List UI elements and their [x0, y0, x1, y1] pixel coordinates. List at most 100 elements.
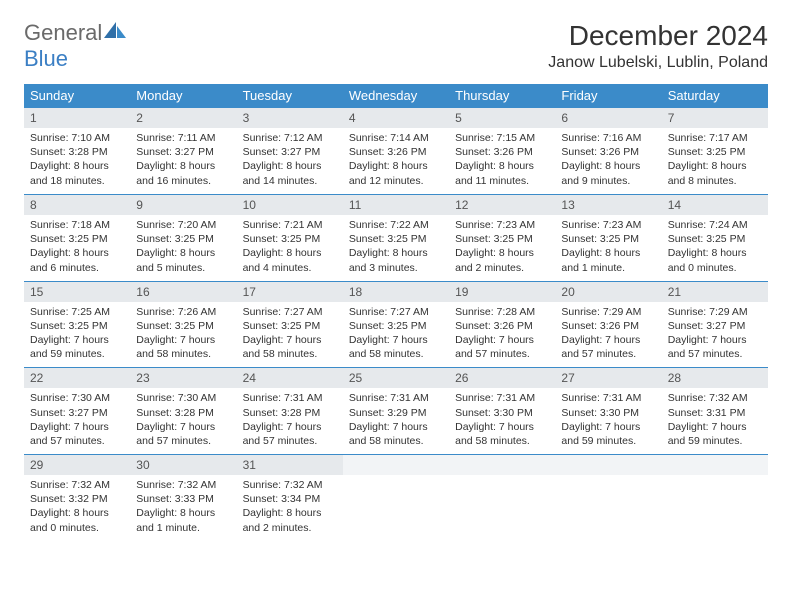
calendar-cell [343, 453, 449, 540]
daylight-text: Daylight: 7 hours [668, 333, 762, 347]
day-number: 6 [555, 107, 661, 128]
sunrise-text: Sunrise: 7:16 AM [561, 131, 655, 145]
sunrise-text: Sunrise: 7:18 AM [30, 218, 124, 232]
calendar-cell: 25Sunrise: 7:31 AMSunset: 3:29 PMDayligh… [343, 366, 449, 453]
day-details: Sunrise: 7:31 AMSunset: 3:30 PMDaylight:… [555, 388, 661, 452]
sunrise-text: Sunrise: 7:22 AM [349, 218, 443, 232]
sunrise-text: Sunrise: 7:14 AM [349, 131, 443, 145]
day-number: 9 [130, 194, 236, 215]
sunrise-text: Sunrise: 7:27 AM [243, 305, 337, 319]
sunrise-text: Sunrise: 7:17 AM [668, 131, 762, 145]
sunrise-text: Sunrise: 7:23 AM [455, 218, 549, 232]
sunrise-text: Sunrise: 7:29 AM [668, 305, 762, 319]
day-details: Sunrise: 7:27 AMSunset: 3:25 PMDaylight:… [237, 302, 343, 366]
location-text: Janow Lubelski, Lublin, Poland [548, 54, 768, 72]
day-details: Sunrise: 7:32 AMSunset: 3:34 PMDaylight:… [237, 475, 343, 539]
day-number: 11 [343, 194, 449, 215]
day-details: Sunrise: 7:11 AMSunset: 3:27 PMDaylight:… [130, 128, 236, 192]
daylight-text: Daylight: 8 hours [30, 159, 124, 173]
day-number: 15 [24, 281, 130, 302]
daylight-text: Daylight: 7 hours [243, 420, 337, 434]
calendar-cell: 18Sunrise: 7:27 AMSunset: 3:25 PMDayligh… [343, 280, 449, 367]
sunset-text: Sunset: 3:26 PM [455, 319, 549, 333]
daylight-text: Daylight: 7 hours [349, 333, 443, 347]
calendar-week-row: 29Sunrise: 7:32 AMSunset: 3:32 PMDayligh… [24, 453, 768, 540]
sunset-text: Sunset: 3:25 PM [455, 232, 549, 246]
calendar-cell: 27Sunrise: 7:31 AMSunset: 3:30 PMDayligh… [555, 366, 661, 453]
sunset-text: Sunset: 3:25 PM [243, 319, 337, 333]
sail-icon [102, 20, 128, 40]
calendar-cell: 11Sunrise: 7:22 AMSunset: 3:25 PMDayligh… [343, 193, 449, 280]
daylight-text: and 0 minutes. [668, 261, 762, 275]
calendar-cell: 5Sunrise: 7:15 AMSunset: 3:26 PMDaylight… [449, 107, 555, 193]
sunset-text: Sunset: 3:28 PM [136, 406, 230, 420]
day-header: Tuesday [237, 84, 343, 107]
sunrise-text: Sunrise: 7:30 AM [136, 391, 230, 405]
sunrise-text: Sunrise: 7:28 AM [455, 305, 549, 319]
day-details: Sunrise: 7:30 AMSunset: 3:28 PMDaylight:… [130, 388, 236, 452]
sunrise-text: Sunrise: 7:26 AM [136, 305, 230, 319]
sunset-text: Sunset: 3:26 PM [561, 319, 655, 333]
calendar-cell: 12Sunrise: 7:23 AMSunset: 3:25 PMDayligh… [449, 193, 555, 280]
sunrise-text: Sunrise: 7:21 AM [243, 218, 337, 232]
calendar-cell: 23Sunrise: 7:30 AMSunset: 3:28 PMDayligh… [130, 366, 236, 453]
sunset-text: Sunset: 3:25 PM [136, 232, 230, 246]
daylight-text: Daylight: 8 hours [243, 159, 337, 173]
day-details: Sunrise: 7:18 AMSunset: 3:25 PMDaylight:… [24, 215, 130, 279]
day-details: Sunrise: 7:30 AMSunset: 3:27 PMDaylight:… [24, 388, 130, 452]
day-number: 10 [237, 194, 343, 215]
daylight-text: and 58 minutes. [136, 347, 230, 361]
daylight-text: Daylight: 8 hours [455, 159, 549, 173]
calendar-cell: 17Sunrise: 7:27 AMSunset: 3:25 PMDayligh… [237, 280, 343, 367]
daylight-text: Daylight: 8 hours [455, 246, 549, 260]
day-header: Sunday [24, 84, 130, 107]
day-details: Sunrise: 7:15 AMSunset: 3:26 PMDaylight:… [449, 128, 555, 192]
daylight-text: Daylight: 8 hours [668, 246, 762, 260]
brand-logo: General Blue [24, 20, 128, 72]
calendar-cell: 16Sunrise: 7:26 AMSunset: 3:25 PMDayligh… [130, 280, 236, 367]
sunset-text: Sunset: 3:26 PM [349, 145, 443, 159]
day-details: Sunrise: 7:23 AMSunset: 3:25 PMDaylight:… [555, 215, 661, 279]
day-number: 23 [130, 367, 236, 388]
day-number: 14 [662, 194, 768, 215]
daylight-text: and 57 minutes. [136, 434, 230, 448]
calendar-cell: 13Sunrise: 7:23 AMSunset: 3:25 PMDayligh… [555, 193, 661, 280]
sunset-text: Sunset: 3:25 PM [668, 145, 762, 159]
day-details: Sunrise: 7:29 AMSunset: 3:26 PMDaylight:… [555, 302, 661, 366]
sunset-text: Sunset: 3:34 PM [243, 492, 337, 506]
day-details: Sunrise: 7:26 AMSunset: 3:25 PMDaylight:… [130, 302, 236, 366]
day-details: Sunrise: 7:17 AMSunset: 3:25 PMDaylight:… [662, 128, 768, 192]
month-title: December 2024 [548, 20, 768, 52]
calendar-week-row: 1Sunrise: 7:10 AMSunset: 3:28 PMDaylight… [24, 107, 768, 193]
daylight-text: and 58 minutes. [349, 347, 443, 361]
empty-day [343, 454, 449, 475]
sunrise-text: Sunrise: 7:15 AM [455, 131, 549, 145]
daylight-text: and 6 minutes. [30, 261, 124, 275]
day-details: Sunrise: 7:32 AMSunset: 3:32 PMDaylight:… [24, 475, 130, 539]
logo-text-blue: Blue [24, 46, 68, 71]
calendar-cell: 14Sunrise: 7:24 AMSunset: 3:25 PMDayligh… [662, 193, 768, 280]
day-header-row: Sunday Monday Tuesday Wednesday Thursday… [24, 84, 768, 107]
daylight-text: Daylight: 8 hours [349, 159, 443, 173]
calendar-cell: 6Sunrise: 7:16 AMSunset: 3:26 PMDaylight… [555, 107, 661, 193]
day-details: Sunrise: 7:10 AMSunset: 3:28 PMDaylight:… [24, 128, 130, 192]
sunset-text: Sunset: 3:30 PM [455, 406, 549, 420]
sunrise-text: Sunrise: 7:12 AM [243, 131, 337, 145]
daylight-text: and 11 minutes. [455, 174, 549, 188]
calendar-cell: 4Sunrise: 7:14 AMSunset: 3:26 PMDaylight… [343, 107, 449, 193]
daylight-text: and 57 minutes. [668, 347, 762, 361]
daylight-text: and 58 minutes. [243, 347, 337, 361]
sunset-text: Sunset: 3:29 PM [349, 406, 443, 420]
sunrise-text: Sunrise: 7:32 AM [668, 391, 762, 405]
day-details: Sunrise: 7:27 AMSunset: 3:25 PMDaylight:… [343, 302, 449, 366]
calendar-cell: 20Sunrise: 7:29 AMSunset: 3:26 PMDayligh… [555, 280, 661, 367]
sunset-text: Sunset: 3:33 PM [136, 492, 230, 506]
sunset-text: Sunset: 3:31 PM [668, 406, 762, 420]
daylight-text: Daylight: 7 hours [455, 420, 549, 434]
day-details: Sunrise: 7:12 AMSunset: 3:27 PMDaylight:… [237, 128, 343, 192]
daylight-text: and 3 minutes. [349, 261, 443, 275]
calendar-cell: 30Sunrise: 7:32 AMSunset: 3:33 PMDayligh… [130, 453, 236, 540]
calendar-cell [449, 453, 555, 540]
day-details: Sunrise: 7:21 AMSunset: 3:25 PMDaylight:… [237, 215, 343, 279]
daylight-text: Daylight: 8 hours [136, 506, 230, 520]
